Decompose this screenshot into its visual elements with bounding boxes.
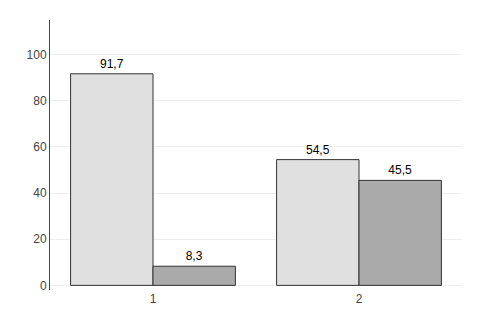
svg-text:91,7: 91,7 [100,57,124,71]
svg-text:20: 20 [33,232,47,246]
svg-text:45,5: 45,5 [388,163,412,177]
svg-text:54,5: 54,5 [306,143,330,157]
svg-text:80: 80 [33,94,47,108]
svg-text:2: 2 [356,292,363,306]
svg-text:60: 60 [33,140,47,154]
svg-text:1: 1 [150,292,157,306]
svg-text:0: 0 [40,279,47,293]
svg-text:40: 40 [33,186,47,200]
svg-text:100: 100 [27,48,47,62]
svg-text:8,3: 8,3 [186,249,203,263]
